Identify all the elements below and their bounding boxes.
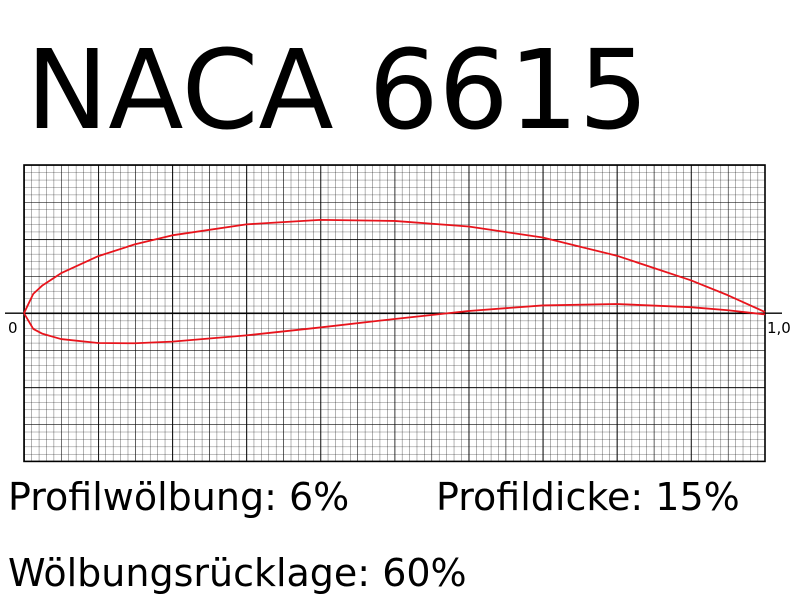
airfoil-surface [23,219,766,314]
airfoil-surface [23,303,766,345]
annotation: Profildicke: 15% [436,475,740,519]
x-tick-label: 0 [8,319,18,337]
chart-title: NACA 6615 [26,26,649,154]
annotation: Profilwölbung: 6% [8,475,349,519]
annotation: Wölbungsrücklage: 60% [8,551,467,595]
x-tick-label: 1,0 [767,319,791,337]
